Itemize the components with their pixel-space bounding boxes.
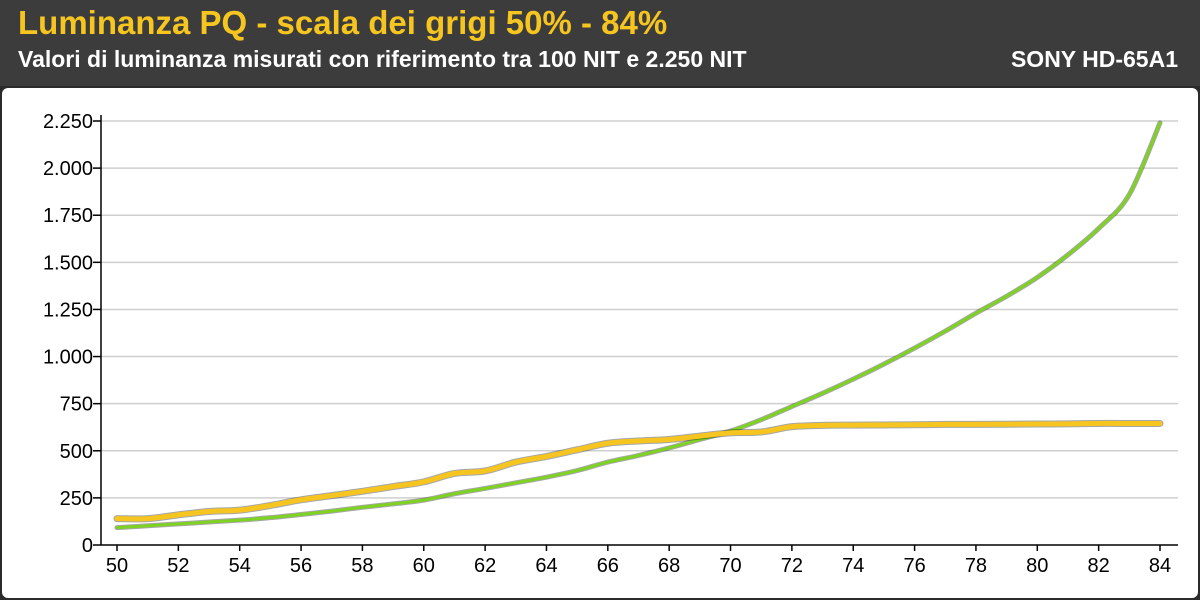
- x-tick-label: 60: [413, 555, 435, 577]
- y-tick-label: 1.750: [43, 205, 93, 227]
- reference-curve-line: [115, 121, 1162, 530]
- y-tick-label: 1.250: [43, 299, 93, 321]
- x-tick-label: 68: [658, 555, 680, 577]
- x-tick-label: 62: [474, 555, 496, 577]
- y-tick-labels: 0 250 500 750 1.000 1.250 1.500 1.750 2.000 2.250: [43, 111, 93, 557]
- x-tick-label: 54: [229, 555, 251, 577]
- y-tick-label: 750: [60, 394, 93, 416]
- x-tick-label: 50: [106, 555, 128, 577]
- y-tick-label: 0: [82, 535, 93, 557]
- chart-header: Luminanza PQ - scala dei grigi 50% - 84%…: [0, 0, 1200, 86]
- x-tick-label: 80: [1026, 555, 1048, 577]
- x-tick-label: 64: [535, 555, 557, 577]
- x-tick-labels: 50 52 54 56 58 60 62 64 66 68 70 72 74 76 78 80 82 84: [106, 555, 1171, 577]
- x-tick-label: 82: [1088, 555, 1110, 577]
- x-tick-label: 56: [290, 555, 312, 577]
- x-tick-label: 66: [597, 555, 619, 577]
- device-model-label: SONY HD-65A1: [1010, 46, 1178, 72]
- y-tick-label: 1.500: [43, 252, 93, 274]
- x-tick-label: 72: [781, 555, 803, 577]
- y-tick-label: 2.000: [43, 158, 93, 180]
- y-tick-label: 1.000: [43, 347, 93, 369]
- x-tick-label: 58: [351, 555, 373, 577]
- x-tick-label: 78: [965, 555, 987, 577]
- y-tick-label: 500: [60, 441, 93, 463]
- measured-curve-line: [114, 420, 1163, 522]
- chart-subtitle: Valori di luminanza misurati con riferim…: [18, 46, 747, 72]
- x-tick-label: 70: [719, 555, 741, 577]
- x-tick-label: 74: [842, 555, 864, 577]
- reference-curve-line-shadow: [114, 120, 1163, 531]
- series-lines: [113, 120, 1164, 531]
- y-tick-label: 2.250: [43, 111, 93, 133]
- x-tick-label: 84: [1149, 555, 1171, 577]
- x-tick-label: 52: [167, 555, 189, 577]
- x-tick-label: 76: [903, 555, 925, 577]
- grid-lines: [101, 120, 1178, 499]
- y-tick-label: 250: [60, 488, 93, 510]
- chart-title: Luminanza PQ - scala dei grigi 50% - 84%: [18, 4, 668, 41]
- axes: [93, 115, 1178, 551]
